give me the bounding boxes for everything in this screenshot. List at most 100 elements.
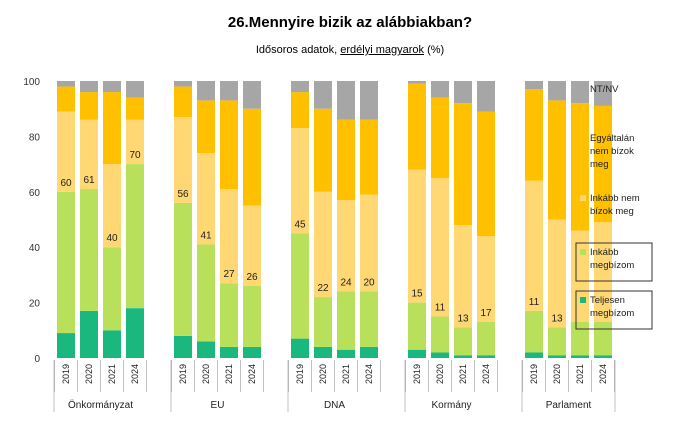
bar-segment [126,81,144,98]
bar-segment [337,349,355,358]
x-tick-label: 2021 [107,364,117,384]
bar-segment [360,346,378,358]
bar-segment [174,117,192,203]
x-tick-label: 2024 [130,364,140,384]
x-tick-label: 2019 [61,364,71,384]
x-tick-label: 2019 [178,364,188,384]
y-tick-label: 40 [29,243,41,254]
bar-segment [220,283,238,347]
x-tick-label: 2020 [552,364,562,384]
bar-segment [360,291,378,347]
bar-segment [594,81,612,106]
bar-segment [57,86,75,112]
bar-segment [243,81,261,109]
bar-segment [174,86,192,118]
data-label: 24 [340,278,352,289]
bar-segment [220,81,238,101]
legend-label: Inkább nem [590,193,640,204]
bar-segment [314,297,332,347]
bar-segment [408,169,426,303]
data-label: 60 [60,178,72,189]
bar-segment [477,236,495,322]
bar-segment [594,105,612,223]
data-label: 20 [363,278,375,289]
bar-segment [103,164,121,248]
bar-segment [57,191,75,334]
bar-segment [243,108,261,206]
legend-swatch [580,135,586,141]
legend-label: nem bízok [590,146,634,157]
bar-segment [454,327,472,356]
bar-segment [525,352,543,358]
data-label: 11 [529,297,540,308]
bar-segment [408,83,426,170]
bar-segment [337,81,355,120]
x-tick-label: 2020 [318,364,328,384]
bar-segment [80,119,98,190]
bar-segment [477,111,495,237]
bar-segment [337,291,355,350]
bar-segment [431,81,449,98]
bar-segment [431,97,449,178]
bar-segment [431,177,449,317]
legend-label: bízok meg [590,206,634,217]
data-label: 27 [223,269,235,280]
y-tick-label: 100 [23,77,40,88]
x-tick-label: 2024 [481,364,491,384]
y-tick-label: 60 [29,188,41,199]
bar-segment [454,81,472,104]
bar-segment [548,100,566,220]
x-tick-label: 2020 [435,364,445,384]
group-label: Kormány [431,400,471,411]
bar-segment [548,327,566,356]
x-tick-label: 2019 [295,364,305,384]
chart-subtitle: Idősoros adatok, erdélyi magyarok (%) [0,44,700,56]
bar-segment [548,219,566,328]
bar-segment [80,92,98,120]
legend-label: meg [590,159,608,170]
legend-label: megbízom [590,308,634,319]
y-tick-label: 0 [34,354,40,365]
bar-segment [454,355,472,358]
bar-segment [571,103,589,231]
bar-segment [431,316,449,353]
data-label: 15 [411,289,423,300]
group-label: DNA [324,400,345,411]
bar-segment [594,222,612,322]
bar-segment [220,100,238,190]
bar-segment [594,321,612,356]
group-label: EU [211,400,225,411]
bar-segment [314,346,332,358]
bar-segment [360,194,378,292]
bar-segment [454,225,472,328]
bar-segment [291,81,309,93]
bar-segment [126,97,144,120]
bar-segment [337,200,355,292]
bar-segment [314,81,332,109]
y-tick-label: 20 [29,299,41,310]
y-tick-label: 80 [29,132,41,143]
data-label: 13 [551,314,563,325]
bar-segment [408,349,426,358]
bar-segment [571,81,589,104]
bar-segment [243,205,261,286]
bar-segment [314,108,332,192]
bar-segment [57,333,75,358]
bar-segment [174,81,192,87]
bar-segment [360,81,378,120]
bar-segment [525,81,543,90]
bar-segment [571,321,589,356]
data-label: 61 [83,175,95,186]
legend-frame [575,242,653,282]
legend-swatch [580,86,586,92]
bar-segment [57,81,75,87]
bar-segment [525,310,543,353]
group-label: Önkormányzat [68,399,133,411]
legend-label: Egyáltalán [590,133,634,144]
x-tick-label: 2020 [201,364,211,384]
legend-label: megbízom [590,260,634,271]
bar-segment [197,341,215,358]
legend-swatch [580,297,586,303]
bar-segment [174,202,192,336]
